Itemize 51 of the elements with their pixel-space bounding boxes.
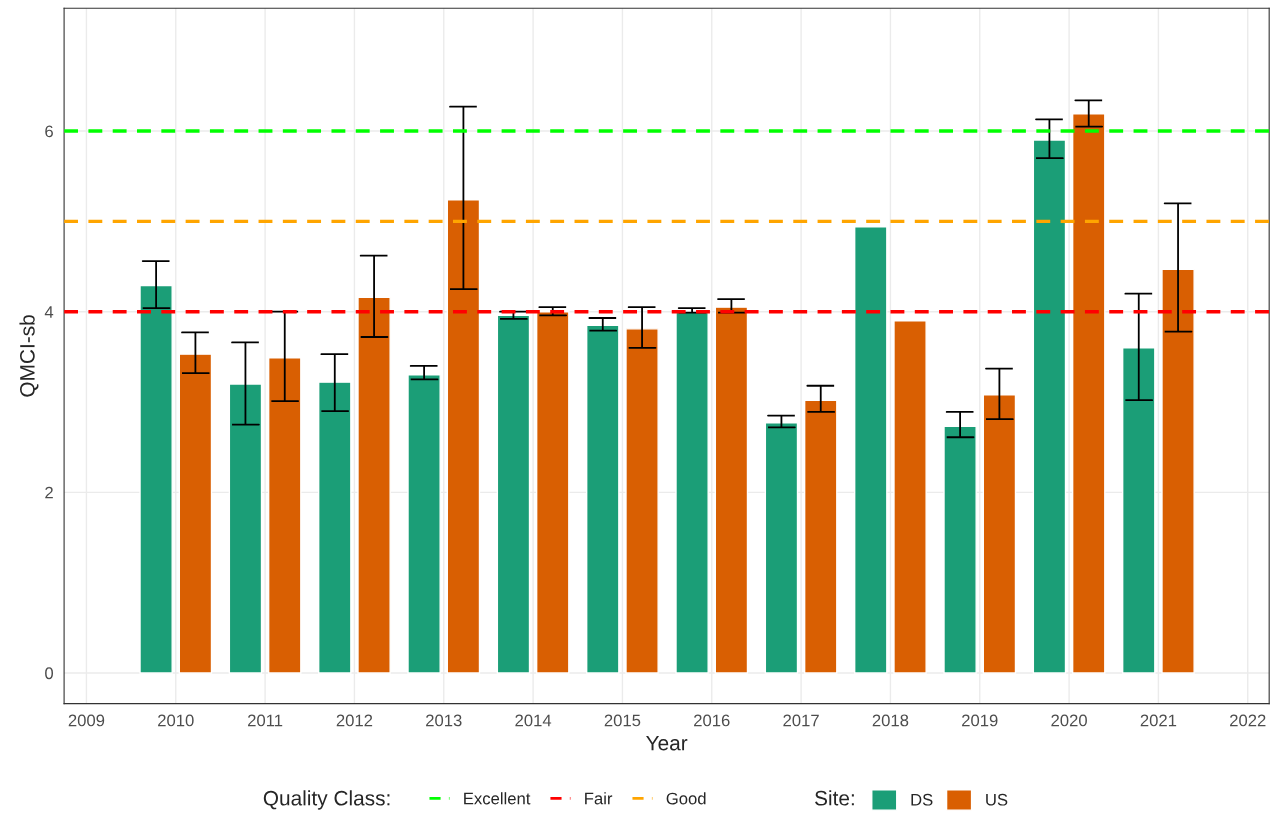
y-tick-label: 0 (45, 667, 54, 680)
x-tick-label: 2009 (68, 714, 105, 727)
bar (1071, 113, 1106, 674)
bar (407, 374, 441, 674)
bar (943, 425, 977, 674)
x-axis-title: Year (646, 735, 688, 751)
bar (317, 381, 352, 674)
y-tick-label: 6 (45, 125, 53, 138)
legend-label: Fair (585, 792, 613, 805)
bar (1121, 347, 1156, 674)
x-tick-label: 2021 (1140, 714, 1177, 727)
y-tick-label: 4 (44, 306, 54, 318)
bar (446, 199, 481, 674)
bar (496, 314, 531, 674)
x-tick-label: 2014 (515, 714, 552, 727)
x-tick-label: 2020 (1051, 714, 1087, 727)
bar (535, 310, 570, 674)
bar (675, 310, 709, 674)
bar (1032, 139, 1067, 674)
bar (625, 328, 659, 674)
x-tick-label: 2017 (783, 714, 819, 727)
bar (982, 394, 1017, 674)
x-tick-label: 2012 (336, 714, 373, 727)
legend-label: DS (911, 793, 933, 806)
bar (893, 320, 927, 674)
bar (357, 296, 391, 674)
bar (764, 422, 799, 674)
x-tick-label: 2019 (962, 714, 998, 727)
x-tick-label: 2010 (158, 714, 194, 727)
legend-label: Good (666, 792, 706, 805)
bar (139, 284, 173, 674)
bar (714, 306, 749, 674)
x-tick-label: 2016 (694, 714, 730, 727)
y-tick-label: 2 (45, 486, 53, 499)
legend-label: US (986, 793, 1008, 806)
x-tick-label: 2022 (1230, 714, 1266, 727)
y-axis-title: QMCI-sb (19, 315, 39, 397)
x-tick-label: 2015 (604, 714, 641, 727)
x-tick-label: 2011 (248, 714, 283, 727)
bar (585, 324, 620, 674)
legend-label: Excellent (464, 792, 531, 805)
x-tick-label: 2013 (426, 714, 462, 727)
bar (228, 383, 263, 674)
bar (178, 353, 213, 674)
text: Quality Class: (263, 790, 390, 810)
bar (1161, 268, 1195, 674)
legend-title: Site: (815, 790, 854, 806)
bar (853, 226, 888, 674)
x-tick-label: 2018 (872, 714, 909, 727)
bar (267, 357, 302, 674)
bar (803, 399, 838, 674)
